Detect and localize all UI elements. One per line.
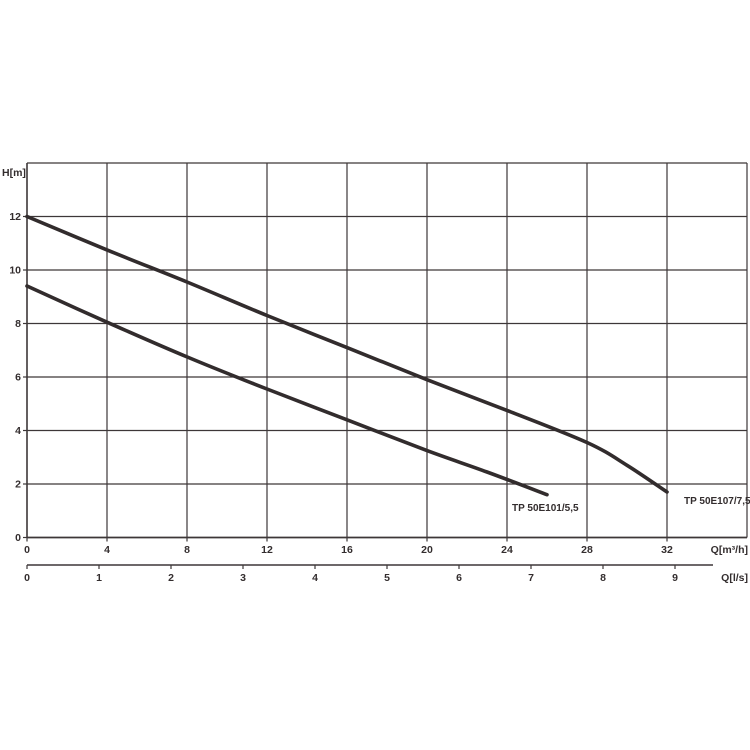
pump-curve-label: TP 50E107/7,5: [684, 496, 750, 507]
x-tick-label: 32: [661, 544, 673, 556]
secondary-x-tick-label: 0: [24, 572, 30, 584]
x-axis-title: Q[m³/h]: [711, 544, 748, 556]
x-tick-label: 16: [341, 544, 353, 556]
x-tick-label: 20: [421, 544, 433, 556]
x-tick-label: 8: [184, 544, 190, 556]
y-tick-label: 4: [15, 425, 21, 437]
secondary-x-tick-label: 6: [456, 572, 462, 584]
pump-curve-label: TP 50E101/5,5: [512, 503, 579, 514]
secondary-x-tick-label: 3: [240, 572, 246, 584]
pump-curve: [25, 284, 549, 497]
x-tick-label: 28: [581, 544, 593, 556]
secondary-x-tick-label: 7: [528, 572, 534, 584]
y-tick-label: 6: [15, 372, 21, 384]
y-axis-title: H[m]: [2, 167, 26, 179]
x-tick-label: 0: [24, 544, 30, 556]
pump-curve: [25, 214, 669, 494]
secondary-x-tick-label: 2: [168, 572, 174, 584]
y-tick-label: 0: [15, 532, 21, 544]
y-tick-label: 12: [9, 211, 21, 223]
y-tick-label: 2: [15, 479, 21, 491]
secondary-x-tick-label: 1: [96, 572, 102, 584]
secondary-x-tick-label: 5: [384, 572, 390, 584]
x-tick-label: 12: [261, 544, 273, 556]
secondary-x-axis-title: Q[l/s]: [721, 572, 748, 584]
secondary-x-tick-label: 9: [672, 572, 678, 584]
secondary-x-tick-label: 8: [600, 572, 606, 584]
y-tick-label: 10: [9, 265, 21, 277]
x-tick-label: 4: [104, 544, 110, 556]
y-tick-label: 8: [15, 318, 21, 330]
secondary-x-tick-label: 4: [312, 572, 318, 584]
x-tick-label: 24: [501, 544, 513, 556]
